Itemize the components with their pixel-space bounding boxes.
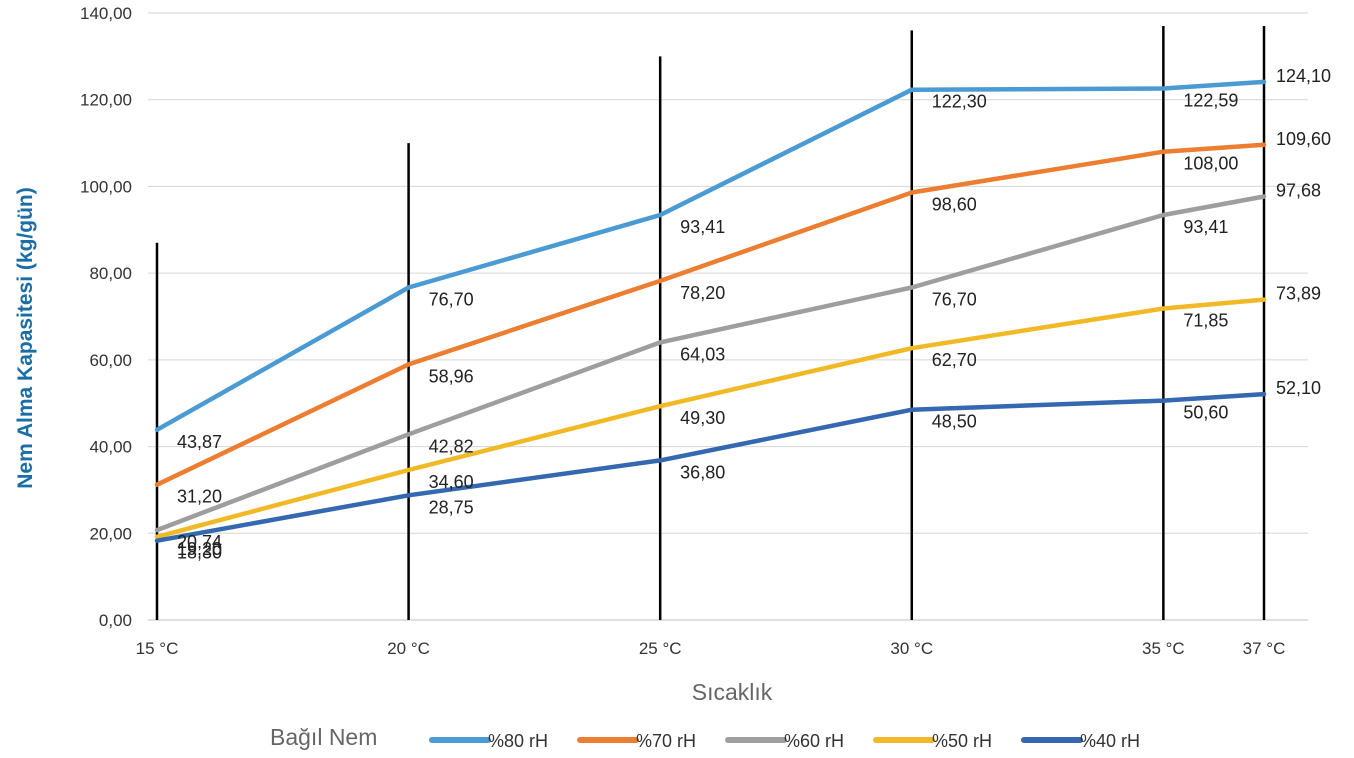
data-labels: 43,87 76,70 93,41 122,30 122,59 124,10 31,20 58… bbox=[177, 66, 1331, 563]
x-tick-label: 15 °C bbox=[136, 639, 179, 658]
y-tick-label: 20,00 bbox=[89, 524, 132, 543]
series-line bbox=[154, 391, 1267, 543]
data-label: 34,60 bbox=[429, 472, 474, 492]
data-label: 18,30 bbox=[177, 543, 222, 563]
x-tick-label: 35 °C bbox=[1142, 639, 1185, 658]
data-label: 43,87 bbox=[177, 432, 222, 452]
x-tick-label: 30 °C bbox=[890, 639, 933, 658]
x-axis-label: Sıcaklık bbox=[692, 679, 773, 705]
legend-label: %50 rH bbox=[932, 731, 992, 751]
legend-label: %60 rH bbox=[784, 731, 844, 751]
data-label: 31,20 bbox=[177, 487, 222, 507]
data-label: 64,03 bbox=[680, 344, 725, 364]
data-label: 52,10 bbox=[1276, 378, 1321, 398]
data-label: 48,50 bbox=[932, 412, 977, 432]
data-label: 76,70 bbox=[429, 289, 474, 309]
y-axis-ticks: 0,00 20,00 40,00 60,00 80,00 100,00 120,00 140,… bbox=[80, 4, 132, 630]
y-tick-label: 60,00 bbox=[89, 351, 132, 370]
x-axis-ticks: 15 °C 20 °C 25 °C 30 °C 35 °C 37 °C bbox=[136, 639, 1286, 658]
data-label: 58,96 bbox=[429, 366, 474, 386]
y-tick-label: 140,00 bbox=[80, 4, 132, 23]
data-label: 49,30 bbox=[680, 408, 725, 428]
data-label: 42,82 bbox=[429, 436, 474, 456]
legend: Bağıl Nem %80 rH %70 rH %60 rH %50 rH %40 rH bbox=[270, 724, 1140, 751]
data-label: 71,85 bbox=[1183, 310, 1228, 330]
data-label: 122,59 bbox=[1183, 90, 1238, 110]
data-label: 19,20 bbox=[177, 539, 222, 559]
gridlines bbox=[148, 12, 1308, 621]
legend-title: Bağıl Nem bbox=[270, 724, 377, 750]
data-label: 124,10 bbox=[1276, 66, 1331, 86]
vertical-bars bbox=[155, 26, 1266, 620]
data-label: 109,60 bbox=[1276, 129, 1331, 149]
data-label: 76,70 bbox=[932, 289, 977, 309]
legend-label: %40 rH bbox=[1080, 731, 1140, 751]
series-line bbox=[154, 194, 1267, 533]
data-label: 73,89 bbox=[1276, 284, 1321, 304]
data-label: 50,60 bbox=[1183, 403, 1228, 423]
x-tick-label: 37 °C bbox=[1243, 639, 1286, 658]
y-tick-label: 80,00 bbox=[89, 264, 132, 283]
x-tick-label: 25 °C bbox=[639, 639, 682, 658]
data-label: 98,60 bbox=[932, 194, 977, 214]
data-label: 20,74 bbox=[177, 532, 222, 552]
legend-label: %70 rH bbox=[636, 731, 696, 751]
legend-label: %80 rH bbox=[488, 731, 548, 751]
series-line bbox=[154, 297, 1267, 540]
y-tick-label: 40,00 bbox=[89, 438, 132, 457]
series-line bbox=[154, 79, 1267, 433]
data-label: 108,00 bbox=[1183, 154, 1238, 174]
data-label: 78,20 bbox=[680, 283, 725, 303]
data-label: 93,41 bbox=[680, 217, 725, 237]
series-line bbox=[154, 142, 1267, 487]
x-tick-label: 20 °C bbox=[387, 639, 430, 658]
data-label: 28,75 bbox=[429, 497, 474, 517]
data-label: 93,41 bbox=[1183, 217, 1228, 237]
series-lines bbox=[154, 79, 1267, 543]
y-tick-label: 100,00 bbox=[80, 177, 132, 196]
y-tick-label: 0,00 bbox=[99, 611, 132, 630]
y-axis-label: Nem Alma Kapasitesi (kg/gün) bbox=[14, 187, 37, 488]
data-label: 97,68 bbox=[1276, 180, 1321, 200]
data-label: 62,70 bbox=[932, 350, 977, 370]
y-tick-label: 120,00 bbox=[80, 91, 132, 110]
data-label: 122,30 bbox=[932, 92, 987, 112]
data-label: 36,80 bbox=[680, 462, 725, 482]
